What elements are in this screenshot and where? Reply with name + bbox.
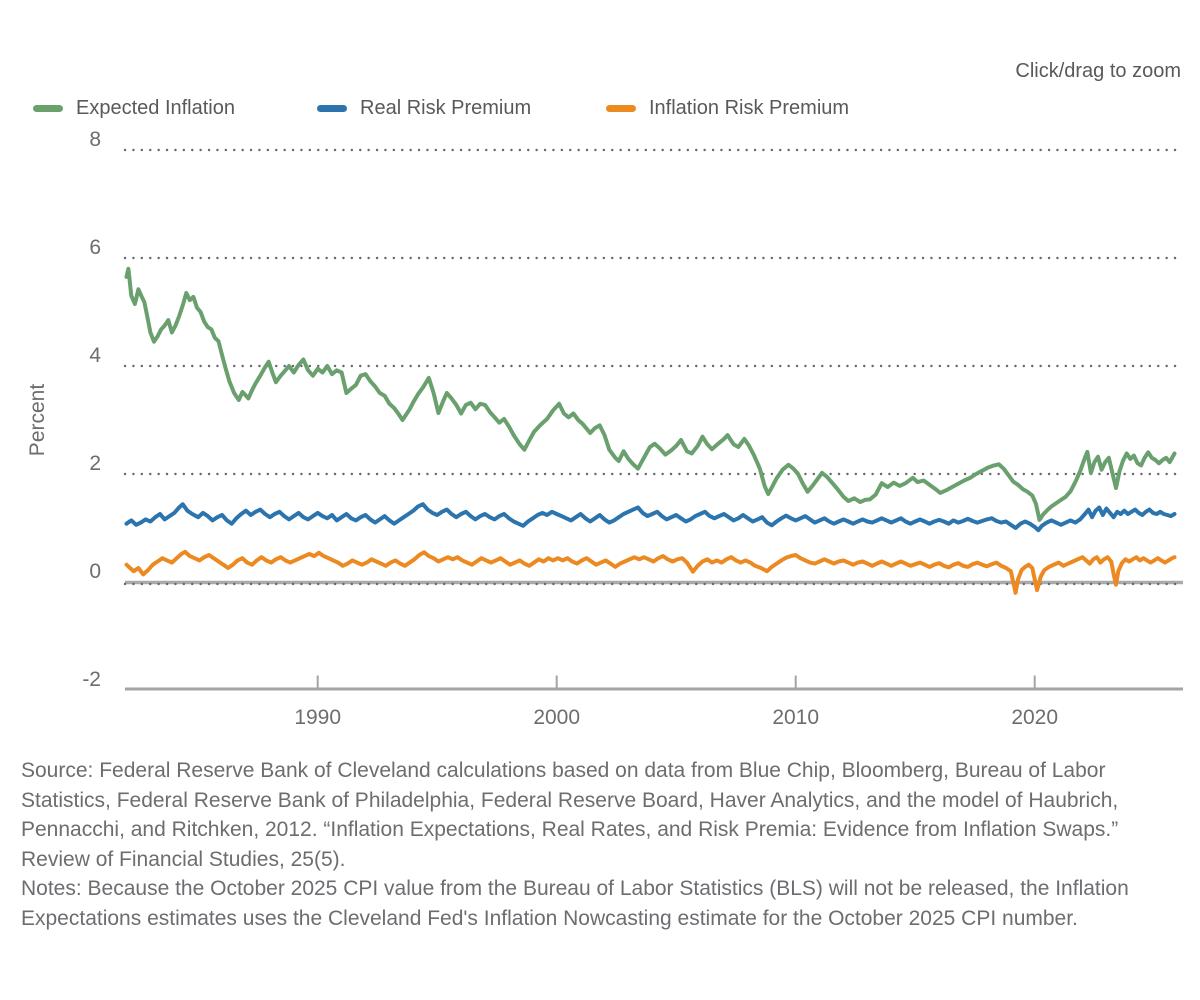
legend-label-expected-inflation: Expected Inflation: [76, 97, 235, 119]
y-tick-label: 4: [89, 344, 101, 367]
legend-item-real-risk-premium[interactable]: Real Risk Premium: [317, 97, 531, 120]
legend-item-inflation-risk-premium[interactable]: Inflation Risk Premium: [606, 97, 849, 120]
y-tick-label: 6: [89, 236, 101, 259]
x-tick-label: 2000: [533, 706, 580, 729]
series-line-inflation-risk-premium: [124, 549, 1177, 595]
y-tick-label: 8: [89, 128, 101, 151]
y-tick-label: 0: [89, 560, 101, 583]
y-tick-label: 2: [89, 452, 101, 475]
legend-label-inflation-risk-premium: Inflation Risk Premium: [649, 97, 850, 119]
legend-item-expected-inflation[interactable]: Expected Inflation: [33, 97, 235, 120]
chart-footer: Source: Federal Reserve Bank of Clevelan…: [21, 756, 1183, 934]
zoom-hint-label: Click/drag to zoom: [1015, 60, 1181, 82]
y-tick-label: -2: [82, 668, 101, 691]
x-tick-label: 2010: [772, 706, 819, 729]
expected-inflation-line-swatch-icon: [33, 105, 63, 112]
notes-text: Notes: Because the October 2025 CPI valu…: [21, 877, 1129, 930]
x-tick-label: 2020: [1011, 706, 1058, 729]
series-line-real-risk-premium: [124, 502, 1177, 533]
real-risk-premium-line-swatch-icon: [317, 105, 347, 112]
series-line-expected-inflation: [124, 266, 1177, 522]
legend-label-real-risk-premium: Real Risk Premium: [360, 97, 532, 119]
y-axis-title: Percent: [26, 384, 49, 457]
source-text: Source: Federal Reserve Bank of Clevelan…: [21, 759, 1119, 871]
x-tick-label: 1990: [294, 706, 341, 729]
line-chart-plot-area[interactable]: 8 6 4 2 0 -2 1990 2000 2010 2020 Percent: [0, 0, 1200, 748]
inflation-risk-premium-line-swatch-icon: [606, 105, 636, 112]
